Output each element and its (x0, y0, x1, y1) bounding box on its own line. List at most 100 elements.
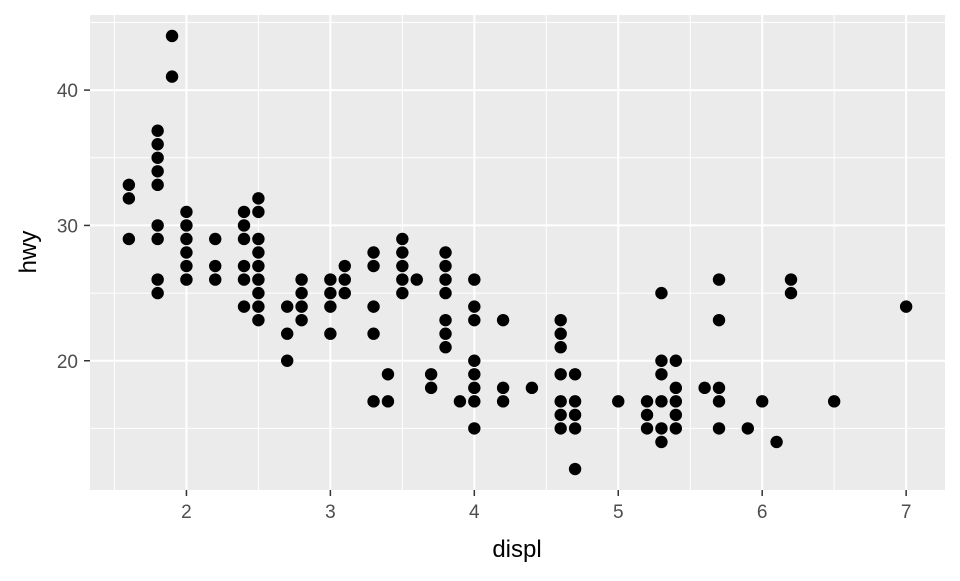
data-point (396, 232, 409, 246)
data-point (180, 246, 193, 259)
data-point (439, 341, 452, 354)
data-point (669, 395, 683, 408)
data-point (554, 368, 567, 381)
data-point (367, 259, 380, 273)
data-point (496, 395, 510, 408)
data-point (439, 286, 452, 300)
data-point (468, 368, 481, 381)
data-point (496, 381, 510, 395)
x-tick-label: 3 (325, 502, 336, 523)
data-point (165, 29, 179, 43)
data-point (568, 408, 582, 422)
data-point (381, 395, 395, 408)
data-point (252, 246, 265, 259)
data-point (367, 246, 380, 259)
data-point (209, 259, 222, 273)
data-point (554, 395, 567, 408)
data-point (252, 273, 265, 286)
data-point (151, 232, 164, 246)
data-point (640, 422, 654, 435)
data-point (180, 219, 193, 232)
data-point (439, 327, 452, 340)
data-point (568, 368, 582, 381)
data-point (237, 232, 251, 246)
data-point (295, 273, 308, 286)
data-point (151, 151, 164, 164)
data-point (554, 313, 567, 327)
data-point (410, 273, 423, 286)
data-point (180, 205, 193, 219)
data-point (568, 395, 582, 408)
y-axis-label: hwy (15, 231, 42, 274)
data-point (496, 313, 510, 327)
data-point (237, 259, 251, 273)
data-point (712, 395, 726, 408)
data-point (640, 395, 654, 408)
data-point (295, 286, 308, 300)
data-point (554, 408, 567, 422)
data-point (252, 232, 265, 246)
data-point (122, 232, 136, 246)
data-point (655, 368, 668, 381)
data-point (712, 381, 726, 395)
data-point (655, 286, 668, 300)
data-point (770, 435, 783, 449)
data-point (712, 313, 726, 327)
data-point (468, 313, 481, 327)
data-point (755, 395, 769, 408)
axes: 2 3 4 5 6 7 20 30 40 (57, 81, 912, 523)
data-point (554, 422, 567, 435)
data-point (252, 300, 265, 313)
data-point (338, 273, 351, 286)
data-point (237, 205, 251, 219)
data-point (367, 300, 380, 313)
data-point (424, 368, 438, 381)
data-point (151, 138, 164, 151)
x-tick-label: 5 (613, 502, 624, 523)
data-point (396, 259, 409, 273)
data-point (468, 381, 481, 395)
data-point (784, 273, 798, 286)
data-point (612, 395, 625, 408)
data-point (424, 381, 438, 395)
data-point (468, 422, 481, 435)
data-point (324, 327, 337, 340)
data-point (396, 273, 409, 286)
data-point (640, 408, 654, 422)
data-point (712, 422, 726, 435)
y-tick-label: 20 (57, 352, 78, 373)
data-point (367, 395, 380, 408)
data-point (165, 70, 179, 83)
gridlines (90, 15, 945, 490)
data-point (655, 422, 668, 435)
data-point (655, 435, 668, 449)
data-point (295, 313, 308, 327)
data-point (439, 246, 452, 259)
x-tick-label: 4 (469, 502, 480, 523)
data-point (827, 395, 841, 408)
data-point (324, 273, 337, 286)
y-tick-label: 40 (57, 81, 78, 102)
data-point (367, 327, 380, 340)
data-point (669, 408, 683, 422)
data-point (151, 273, 164, 286)
data-point (180, 259, 193, 273)
data-point (252, 259, 265, 273)
data-point (209, 232, 222, 246)
data-point (568, 462, 582, 476)
data-point (151, 219, 164, 232)
data-point (151, 178, 164, 192)
data-point (655, 354, 668, 367)
data-point (180, 273, 193, 286)
data-point (295, 300, 308, 313)
plot-panel (90, 15, 945, 490)
data-point (525, 381, 539, 395)
x-tick-label: 6 (757, 502, 768, 523)
data-point (468, 395, 481, 408)
data-point (712, 273, 726, 286)
data-point (151, 286, 164, 300)
data-point (280, 327, 294, 340)
data-point (468, 354, 481, 367)
data-point (237, 300, 251, 313)
data-point (655, 395, 668, 408)
